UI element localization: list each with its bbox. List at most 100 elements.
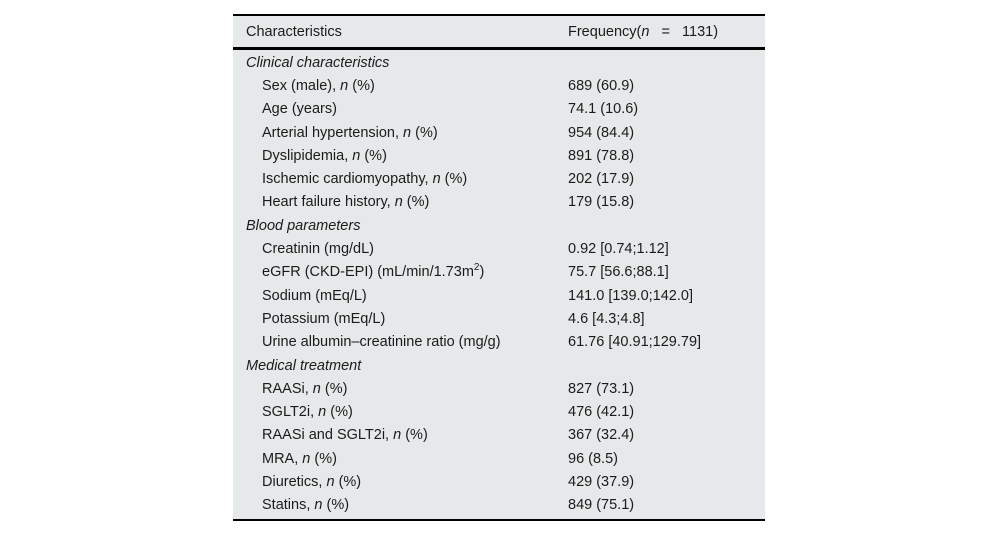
text-part: Sodium (mEq/L) (262, 287, 367, 304)
row-value: 891 (78.8) (568, 147, 635, 164)
text-part: Statins, (262, 497, 315, 514)
text-part: (%) (348, 77, 375, 94)
text-part: (%) (402, 194, 430, 211)
row-label: Creatinin (mg/dL) (233, 241, 568, 257)
table-row: Potassium (mEq/L) 4.6 [4.3;4.8] (233, 307, 765, 330)
text-part: Arterial hypertension, (262, 124, 404, 141)
text-part: n (403, 124, 412, 141)
text-part: Heart failure history, (262, 194, 395, 211)
row-label: SGLT2i, n (%) (233, 404, 568, 420)
section-title: Blood parameters (246, 217, 361, 234)
text-part: n (312, 380, 321, 397)
row-label: Dyslipidemia, n (%) (233, 148, 568, 164)
table-row: RAASi, n (%) 827 (73.1) (233, 377, 765, 400)
text-part: (%) (401, 427, 428, 444)
row-value: 4.6 [4.3;4.8] (568, 310, 645, 327)
text-part: n (340, 77, 349, 94)
text-part: Diuretics, (262, 473, 327, 490)
text-part: (%) (326, 404, 353, 421)
table-row: Ischemic cardiomyopathy, n (%) 202 (17.9) (233, 167, 765, 190)
text-part: n (302, 450, 311, 467)
row-label: Sex (male), n (%) (233, 78, 568, 94)
row-label: Sodium (mEq/L) (233, 288, 568, 304)
row-label: Potassium (mEq/L) (233, 311, 568, 327)
text-part: n (394, 194, 403, 211)
table-row: Dyslipidemia, n (%) 891 (78.8) (233, 144, 765, 167)
text-part: Sex (male), (262, 77, 341, 94)
text-part: 2 (473, 262, 480, 274)
row-value: 74.1 (10.6) (568, 101, 639, 118)
text-part: n (326, 473, 335, 490)
section-title: Clinical characteristics (246, 54, 390, 71)
text-part: (%) (440, 171, 468, 188)
row-label: Ischemic cardiomyopathy, n (%) (233, 171, 568, 187)
header-characteristics: Characteristics (246, 23, 342, 40)
row-value: 202 (17.9) (568, 171, 635, 188)
text-part: Dyslipidemia, (262, 147, 353, 164)
text-part: SGLT2i, (262, 404, 319, 421)
row-value: 429 (37.9) (568, 473, 635, 490)
row-value: 954 (84.4) (568, 124, 635, 141)
text-part: n (393, 427, 402, 444)
text-part: n (318, 404, 327, 421)
text-part: eGFR (CKD-EPI) (mL/min/1.73m (262, 264, 474, 281)
row-label: Statins, n (%) (233, 497, 568, 513)
text-part: (%) (320, 380, 348, 397)
table-row: SGLT2i, n (%) 476 (42.1) (233, 400, 765, 423)
table-row: MRA, n (%) 96 (8.5) (233, 447, 765, 470)
row-value: 179 (15.8) (568, 194, 635, 211)
table-row: Age (years) 74.1 (10.6) (233, 98, 765, 121)
row-value: 141.0 [139.0;142.0] (568, 287, 693, 304)
row-label: MRA, n (%) (233, 451, 568, 467)
table-row: Sodium (mEq/L) 141.0 [139.0;142.0] (233, 284, 765, 307)
row-value: 0.92 [0.74;1.12] (568, 241, 669, 258)
row-value: 75.7 [56.6;88.1] (568, 264, 669, 281)
text-part: (%) (334, 473, 362, 490)
text-part: (%) (322, 497, 350, 514)
table-row: Statins, n (%) 849 (75.1) (233, 494, 765, 517)
section-header-row: Clinical characteristics (233, 51, 765, 74)
row-label: RAASi, n (%) (233, 381, 568, 397)
row-value: 96 (8.5) (568, 450, 618, 467)
section-header-row: Blood parameters (233, 214, 765, 237)
text-part: Urine albumin–creatinine ratio (mg/g) (262, 334, 501, 351)
row-label: Diuretics, n (%) (233, 474, 568, 490)
row-label: eGFR (CKD-EPI) (mL/min/1.73m2) (233, 262, 568, 281)
text-part: Age (years) (262, 101, 337, 118)
text-part: ) (479, 264, 485, 281)
row-value: 689 (60.9) (568, 77, 635, 94)
header-frequency: Frequency(n = 1131) (568, 24, 765, 40)
text-part: (%) (310, 450, 337, 467)
text-part: (%) (411, 124, 438, 141)
text-part: = 1131) (649, 23, 719, 40)
text-part: MRA, (262, 450, 303, 467)
table-row: Heart failure history, n (%) 179 (15.8) (233, 191, 765, 214)
text-part: n (352, 147, 361, 164)
text-part: Creatinin (mg/dL) (262, 241, 375, 258)
section-title: Medical treatment (246, 357, 362, 374)
row-value: 476 (42.1) (568, 404, 635, 421)
text-part: n (314, 497, 323, 514)
characteristics-table: Characteristics Frequency(n = 1131) Clin… (233, 14, 765, 521)
table-row: RAASi and SGLT2i, n (%) 367 (32.4) (233, 424, 765, 447)
table-body: Clinical characteristics Sex (male), n (%… (233, 50, 765, 519)
row-label: Heart failure history, n (%) (233, 194, 568, 210)
row-value: 61.76 [40.91;129.79] (568, 334, 702, 351)
text-part: Frequency( (568, 23, 642, 40)
text-part: Ischemic cardiomyopathy, (262, 171, 433, 188)
table-row: Creatinin (mg/dL) 0.92 [0.74;1.12] (233, 237, 765, 260)
table-header-row: Characteristics Frequency(n = 1131) (233, 16, 765, 50)
text-part: n (432, 171, 441, 188)
text-part: RAASi, (262, 380, 313, 397)
text-part: n (641, 23, 650, 40)
row-label: RAASi and SGLT2i, n (%) (233, 427, 568, 443)
row-value: 367 (32.4) (568, 427, 635, 444)
row-label: Age (years) (233, 101, 568, 117)
table-row: Arterial hypertension, n (%) 954 (84.4) (233, 121, 765, 144)
text-part: (%) (360, 147, 387, 164)
table-row: Sex (male), n (%) 689 (60.9) (233, 74, 765, 97)
table-row: eGFR (CKD-EPI) (mL/min/1.73m2) 75.7 [56.6… (233, 261, 765, 284)
row-label: Arterial hypertension, n (%) (233, 125, 568, 141)
text-part: Potassium (mEq/L) (262, 310, 386, 327)
row-value: 827 (73.1) (568, 380, 635, 397)
